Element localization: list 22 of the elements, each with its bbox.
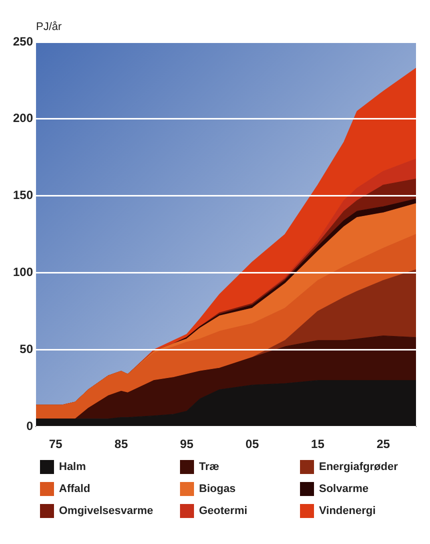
x-tick-label: 15 [311,437,325,452]
legend-label: Solvarme [319,483,369,495]
x-tick-label: 05 [246,437,260,452]
y-tick-label: 150 [12,188,34,202]
y-tick-label: 100 [12,265,34,280]
y-tick-label: 0 [26,418,34,433]
x-tick-label: 25 [376,437,390,452]
legend-label: Træ [199,461,220,473]
legend-label: Geotermi [199,505,248,517]
x-tick-label: 75 [48,437,63,452]
y-tick-label: 250 [12,34,34,48]
x-tick-label: 95 [180,437,194,452]
legend-label: Vindenergi [319,505,376,517]
y-tick-label: 200 [12,111,34,126]
legend-label: Affald [59,483,90,495]
y-axis-title: PJ/år [36,21,62,33]
legend-label: Omgivelsesvarme [59,505,154,517]
legend-label: Energiafgrøder [319,461,398,473]
y-tick-label: 50 [20,342,34,356]
legend-label: Halm [59,461,86,473]
legend-label: Biogas [199,483,236,495]
x-tick-label: 85 [114,437,128,452]
